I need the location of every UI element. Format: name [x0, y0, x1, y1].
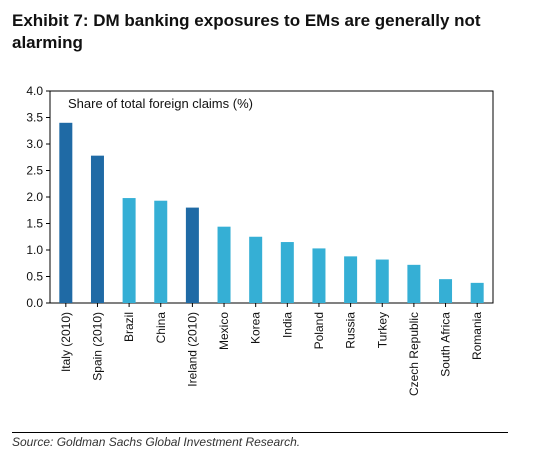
y-tick-label: 0.5	[26, 270, 43, 284]
x-tick-label: South Africa	[439, 312, 453, 377]
bar	[470, 282, 484, 303]
y-tick-label: 3.5	[26, 111, 43, 125]
x-tick-label: Turkey	[375, 312, 389, 348]
x-tick-label: Czech Republic	[407, 312, 421, 396]
y-tick-label: 3.0	[26, 137, 43, 151]
bar	[407, 264, 421, 303]
x-tick-label: Romania	[470, 312, 484, 360]
y-tick-label: 1.5	[26, 217, 43, 231]
x-tick-label: Korea	[249, 312, 263, 344]
x-tick-label: Mexico	[217, 312, 231, 350]
bar-series	[59, 122, 484, 303]
x-tick-label: Russia	[344, 312, 358, 349]
x-tick-label: Spain (2010)	[90, 312, 104, 381]
x-tick-label: Brazil	[122, 312, 136, 342]
x-tick-label: Ireland (2010)	[185, 312, 199, 387]
y-tick-label: 2.5	[26, 164, 43, 178]
bar	[185, 207, 199, 303]
bar	[59, 122, 73, 303]
y-tick-label: 1.0	[26, 243, 43, 257]
y-tick-label: 0.0	[26, 296, 43, 310]
bar	[217, 226, 231, 303]
chart-title: Exhibit 7: DM banking exposures to EMs a…	[12, 11, 481, 52]
bar	[154, 200, 168, 303]
bar	[439, 279, 453, 303]
x-tick-label: India	[280, 312, 294, 338]
x-axis: Italy (2010) Spain (2010) Brazil China Irela…	[59, 303, 484, 396]
source-note: Source: Goldman Sachs Global Investment …	[12, 435, 301, 449]
divider	[12, 432, 508, 433]
bar	[122, 198, 136, 303]
y-tick-label: 4.0	[26, 84, 43, 98]
y-tick-label: 2.0	[26, 190, 43, 204]
bar	[90, 155, 104, 303]
bar	[344, 256, 358, 303]
x-tick-label: Italy (2010)	[59, 312, 73, 372]
plot-frame	[49, 90, 494, 304]
bar	[249, 236, 263, 303]
bar	[280, 242, 294, 303]
chart-inner-label: Share of total foreign claims (%)	[68, 96, 253, 111]
x-tick-label: Poland	[312, 312, 326, 349]
bar	[375, 259, 389, 303]
bar	[312, 248, 326, 303]
y-axis: 0.0 0.5 1.0 1.5 2.0 2.5 3.0 3.5 4.0	[26, 84, 50, 310]
x-tick-label: China	[154, 312, 168, 344]
